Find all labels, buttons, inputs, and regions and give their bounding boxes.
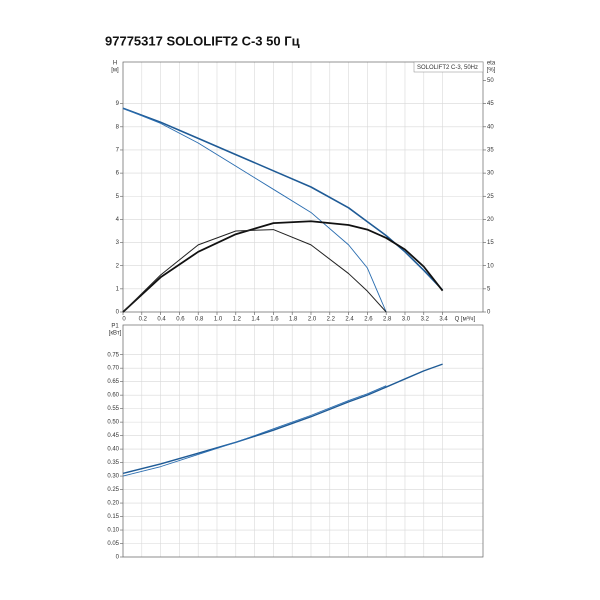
x-tick-label: 1.0 [214,317,223,323]
y-tick-label: 2 [116,263,120,269]
x-tick-label: 2.0 [308,317,317,323]
y2-tick-label: 40 [487,124,494,130]
curve [122,107,444,291]
y2-tick-label: 20 [487,217,494,223]
y-tick-label: 1 [116,286,120,292]
y2-axis-label: eta [487,61,496,67]
y-tick-label: 0 [116,555,120,561]
y-tick-label: 0.15 [107,514,119,520]
curve [122,229,387,313]
y2-tick-label: 15 [487,240,494,246]
x-tick-label: 2.2 [327,317,336,323]
y-tick-label: 0.45 [107,433,119,439]
x-tick-label: 0.4 [157,317,166,323]
y-tick-label: 0.25 [107,487,119,493]
y-tick-label: 8 [116,124,120,130]
curve [122,363,443,475]
x-axis-label: Q [м³/ч] [455,317,476,323]
y2-tick-label: 5 [487,286,491,292]
x-tick-label: 1.8 [289,317,298,323]
y-tick-label: 0.35 [107,460,119,466]
y-axis-unit: [кВт] [109,331,122,337]
y2-tick-label: 10 [487,263,494,269]
y-tick-label: 3 [116,240,120,246]
curve [122,385,387,477]
y-tick-label: 0.60 [107,393,119,399]
y2-tick-label: 25 [487,194,494,200]
y2-tick-label: 35 [487,148,494,154]
y2-tick-label: 30 [487,171,494,177]
x-tick-label: 0.6 [176,317,185,323]
y-tick-label: 0.10 [107,528,119,534]
curve [122,107,387,313]
y2-tick-label: 0 [487,310,491,316]
y2-tick-label: 50 [487,78,494,84]
y-axis-label: H [113,61,117,67]
chart-title: 97775317 SOLOLIFT2 C-3 50 Гц [105,33,300,48]
annotation-box [413,61,484,73]
y-tick-label: 0.75 [107,352,119,358]
x-tick-label: 0.2 [139,317,148,323]
x-tick-label: 2.6 [364,317,373,323]
y-tick-label: 0.30 [107,474,119,480]
y-tick-label: 0 [116,310,120,316]
x-tick-label: 3.4 [439,317,448,323]
x-tick-label: 3.0 [402,317,411,323]
y2-tick-label: 45 [487,101,494,107]
x-tick-label: 3.2 [421,317,430,323]
y-tick-label: 0.55 [107,406,119,412]
curve [122,220,444,313]
x-tick-label: 0 [122,317,126,323]
x-tick-label: 0.8 [195,317,204,323]
y-tick-label: 0.40 [107,447,119,453]
y-axis-unit: [м] [111,68,119,74]
y-tick-label: 4 [116,217,120,223]
y-tick-label: 0.70 [107,366,119,372]
y-tick-label: 7 [116,148,120,154]
x-tick-label: 1.6 [270,317,279,323]
y-tick-label: 5 [116,194,120,200]
y-tick-label: 0.50 [107,420,119,426]
y-axis-label: P1 [111,324,119,330]
y2-axis-unit: [%] [487,68,496,74]
x-tick-label: 2.8 [383,317,392,323]
y-tick-label: 0.65 [107,379,119,385]
x-tick-label: 1.2 [233,317,242,323]
y-tick-label: 0.20 [107,501,119,507]
x-tick-label: 2.4 [345,317,354,323]
y-tick-label: 6 [116,171,120,177]
y-tick-label: 9 [116,101,120,107]
plot-frame [122,324,484,558]
x-tick-label: 1.4 [251,317,260,323]
annotation: SOLOLIFT2 C-3, 50Hz [417,65,478,71]
plot-frame [122,61,484,313]
y-tick-label: 0.05 [107,541,119,547]
